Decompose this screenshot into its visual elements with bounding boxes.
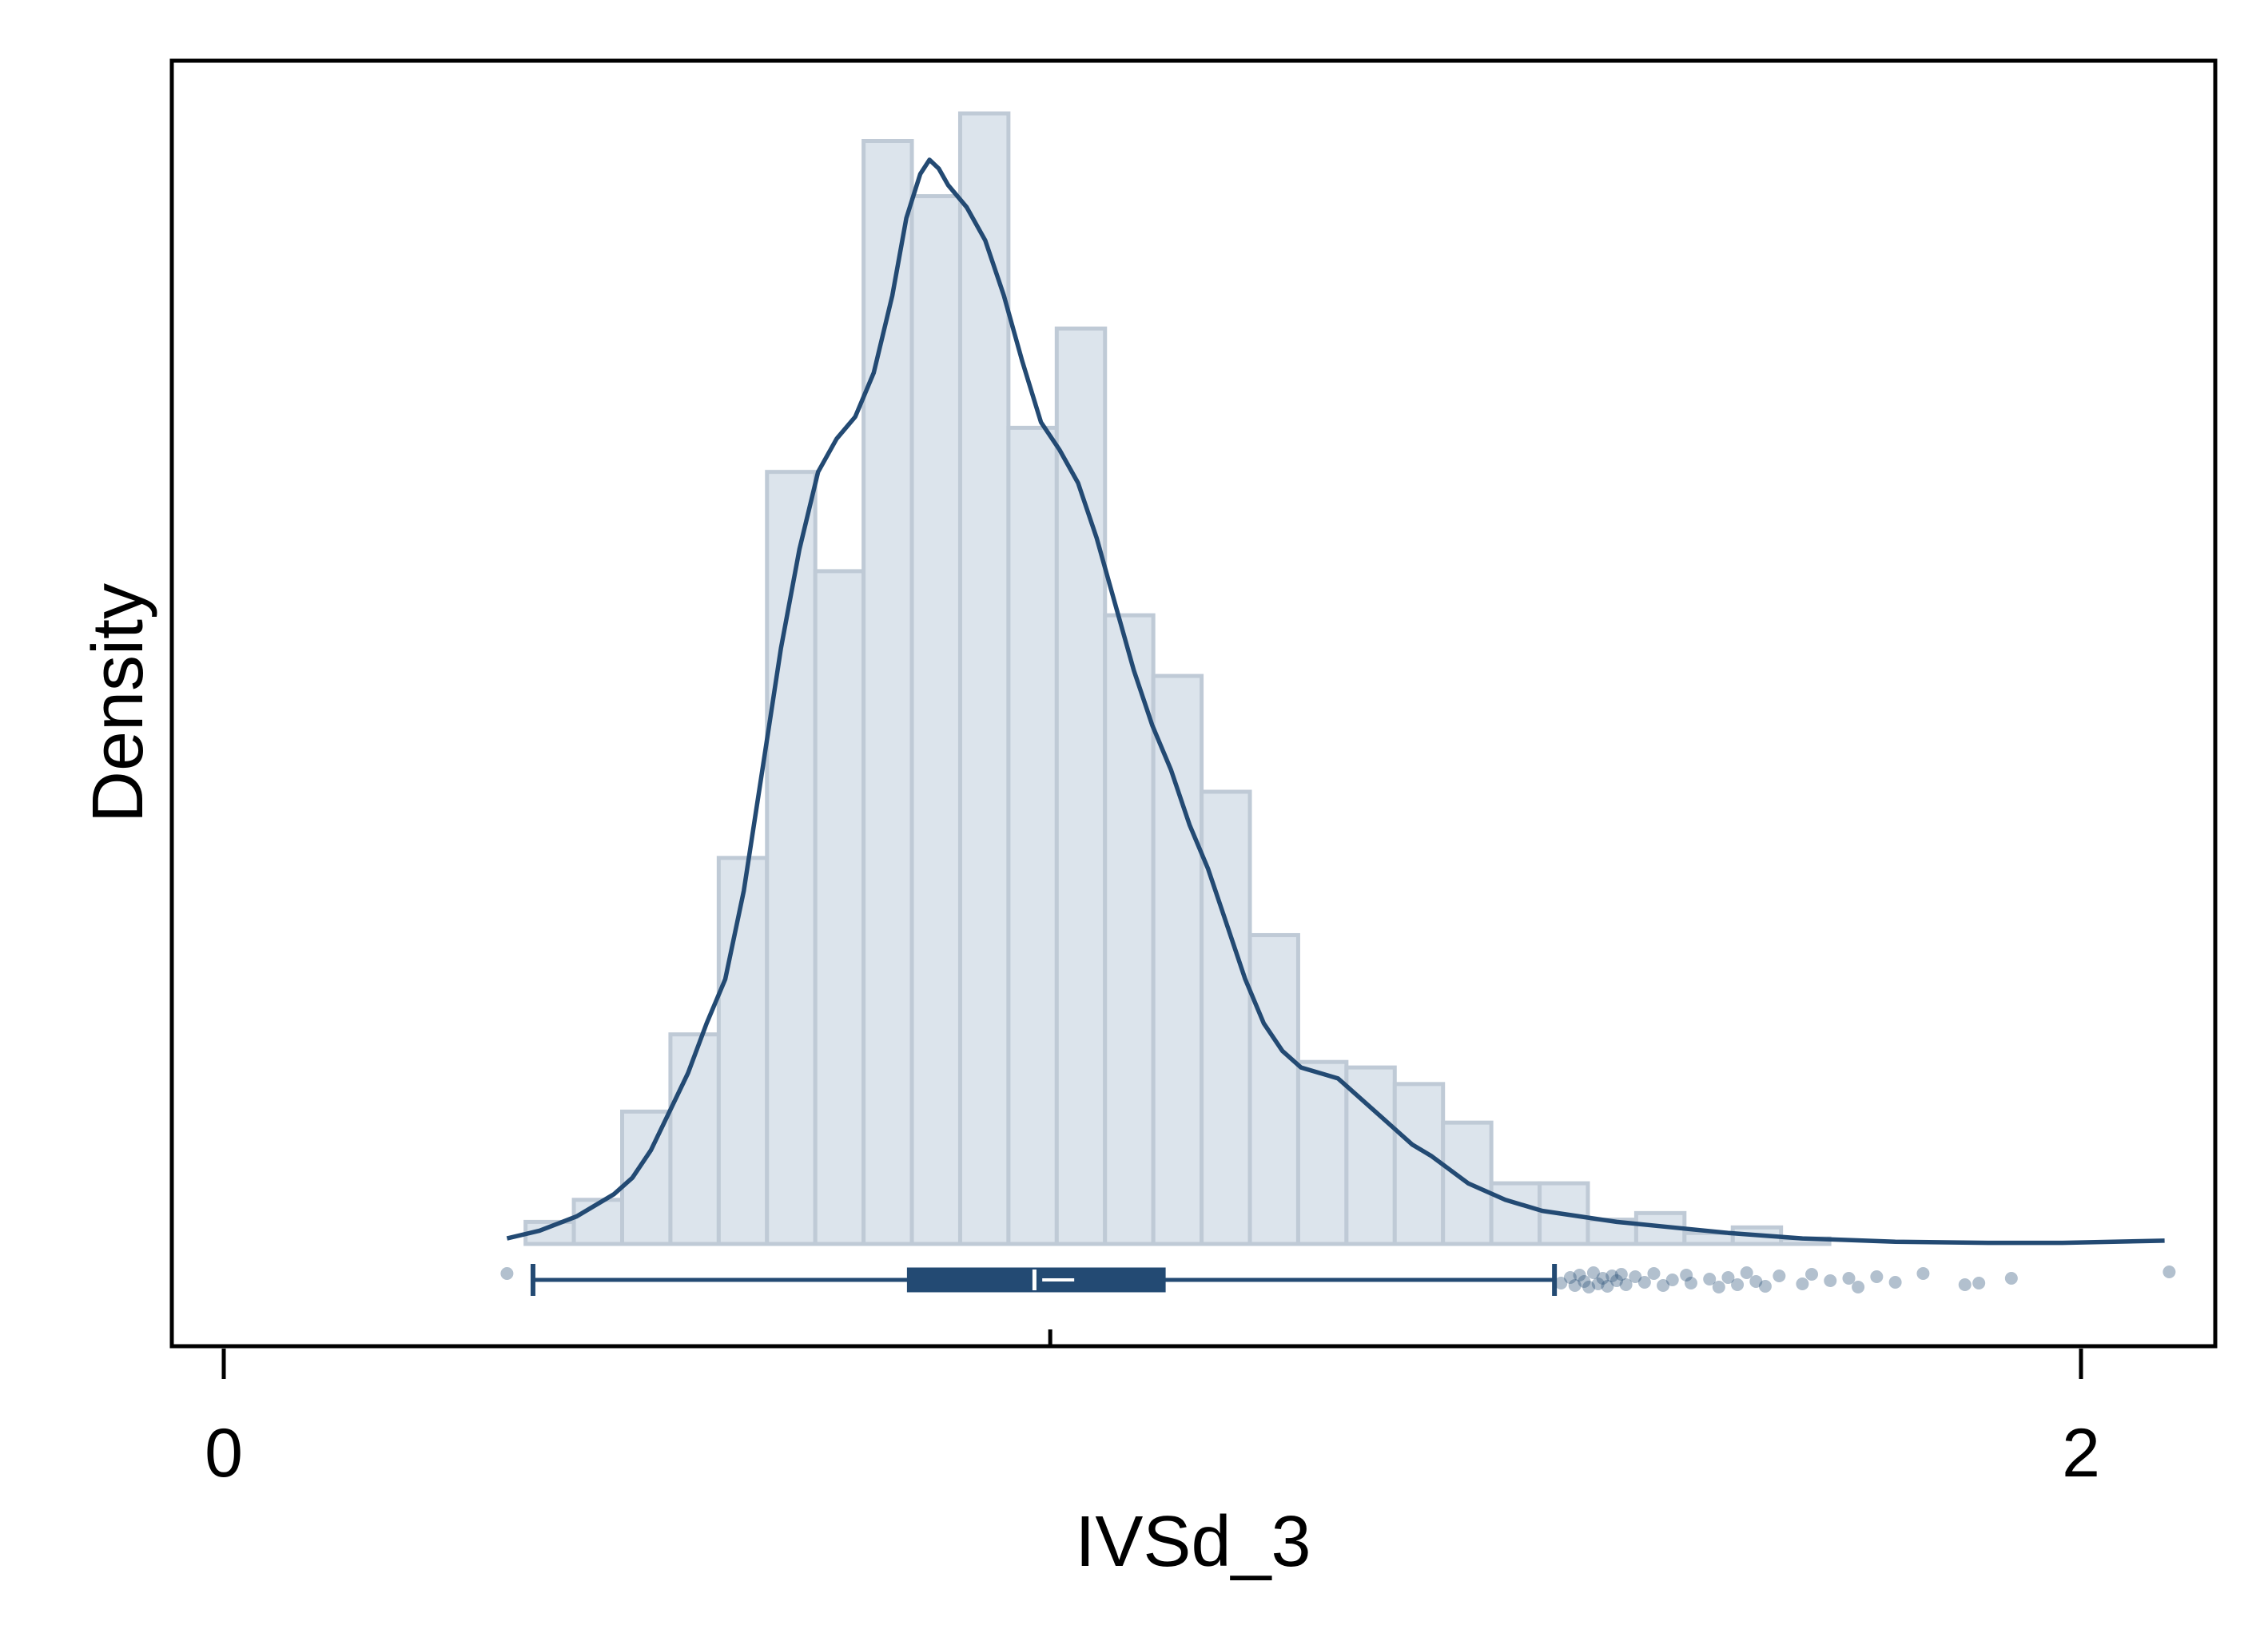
histogram-bar	[716, 856, 770, 1246]
histogram-bar	[668, 1032, 721, 1246]
histogram-bar	[861, 139, 914, 1246]
histogram-bar	[1295, 1059, 1349, 1246]
boxplot-outlier	[1749, 1275, 1763, 1288]
density-curve	[506, 157, 2165, 1246]
plot-frame	[169, 58, 2218, 1349]
boxplot-outlier	[1606, 1270, 1619, 1282]
boxplot-outlier	[500, 1267, 514, 1280]
boxplot-outlier	[1684, 1277, 1697, 1289]
histogram-bar	[1392, 1082, 1446, 1246]
x-tick-label: 0	[205, 1415, 243, 1492]
boxplot-outlier	[1554, 1277, 1568, 1289]
boxplot-outlier	[1888, 1276, 1902, 1289]
boxplot-outlier	[1805, 1268, 1819, 1281]
boxplot-outlier	[1578, 1275, 1591, 1288]
boxplot-outlier	[1870, 1270, 1884, 1283]
histogram-bar	[909, 194, 962, 1246]
histogram-bar	[1489, 1181, 1542, 1246]
boxplot-outlier	[1573, 1269, 1586, 1281]
boxplot-outlier	[1731, 1278, 1745, 1291]
y-axis-title: Density	[78, 583, 158, 823]
histogram-bars	[523, 111, 1832, 1246]
boxplot-outlier	[1852, 1281, 1865, 1293]
histogram-bar	[1200, 789, 1252, 1246]
boxplot-outlier	[1665, 1274, 1679, 1286]
histogram-bar	[1103, 613, 1156, 1246]
histogram-bar	[1151, 674, 1204, 1246]
histogram-bar	[1344, 1065, 1397, 1246]
histogram-bar	[957, 111, 1011, 1246]
boxplot-outlier	[1614, 1268, 1628, 1281]
boxplot-outlier	[1637, 1276, 1651, 1289]
boxplot-outlier	[1842, 1272, 1856, 1285]
histogram-bar	[1006, 425, 1059, 1246]
boxplot-outlier	[1610, 1274, 1623, 1287]
boxplot-outlier	[1773, 1270, 1786, 1282]
boxplot	[500, 1264, 2176, 1296]
boxplot-outlier	[1721, 1271, 1735, 1284]
boxplot-outlier	[1647, 1267, 1661, 1280]
density-curve-layer	[506, 157, 2165, 1246]
boxplot-outlier	[1568, 1279, 1582, 1292]
boxplot-outlier	[1796, 1277, 1809, 1290]
boxplot-outlier	[2004, 1272, 2018, 1285]
boxplot-outlier	[1582, 1281, 1596, 1293]
boxplot-outlier	[1824, 1274, 1837, 1287]
boxplot-outlier	[1972, 1277, 1986, 1289]
boxplot-outlier	[1591, 1277, 1605, 1290]
boxplot-outlier	[1657, 1279, 1670, 1292]
x-axis-title: IVSd_3	[1075, 1502, 1311, 1582]
boxplot-outlier	[1916, 1267, 1930, 1280]
histogram-bar	[765, 470, 818, 1246]
boxplot-outlier	[1958, 1278, 1972, 1291]
boxplot-outlier	[1596, 1272, 1609, 1285]
boxplot-outlier	[1740, 1266, 1753, 1279]
boxplot-outlier	[1703, 1273, 1717, 1285]
boxplot-outlier	[1758, 1280, 1772, 1293]
histogram-bar	[1054, 326, 1108, 1246]
boxplot-outlier	[1680, 1269, 1693, 1281]
boxplot-outlier	[1712, 1281, 1725, 1293]
histogram-bar	[1247, 932, 1300, 1246]
boxplot-outlier	[1586, 1266, 1600, 1279]
boxplot-outlier	[1563, 1271, 1577, 1284]
boxplot-outlier	[1601, 1280, 1614, 1293]
histogram-bar	[813, 569, 866, 1246]
x-tick-label: 2	[2062, 1415, 2100, 1492]
boxplot-outlier	[2163, 1266, 2176, 1278]
histogram-bar	[571, 1198, 624, 1246]
boxplot-outlier	[1619, 1278, 1633, 1291]
boxplot-outlier	[1629, 1270, 1642, 1283]
